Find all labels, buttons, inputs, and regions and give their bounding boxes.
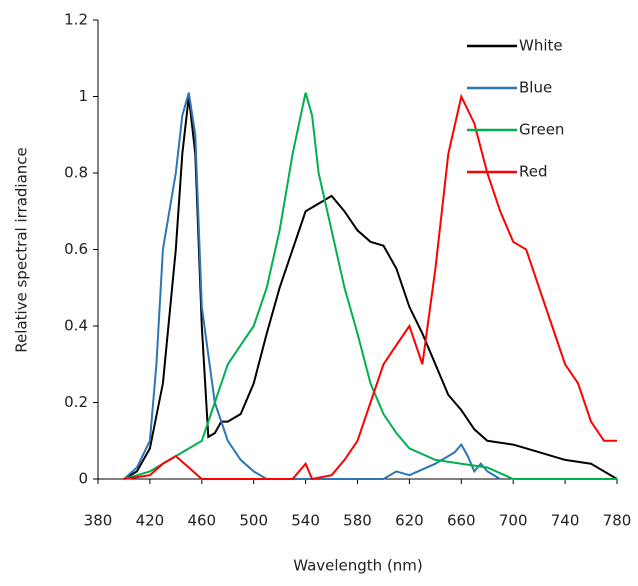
- x-tick-label: 460: [187, 512, 216, 530]
- y-tick-label: 0.4: [64, 317, 88, 335]
- x-tick-label: 700: [499, 512, 528, 530]
- x-tick-label: 580: [343, 512, 372, 530]
- series-line: [124, 93, 500, 479]
- y-tick-label: 0: [78, 470, 88, 488]
- y-tick-label: 0.2: [64, 393, 88, 411]
- chart: Wavelength (nm) Relative spectral irradi…: [0, 0, 638, 582]
- y-axis-label: Relative spectral irradiance: [13, 147, 31, 353]
- x-tick-label: 660: [447, 512, 476, 530]
- legend-label: White: [519, 37, 563, 55]
- x-tick-label: 500: [239, 512, 268, 530]
- y-tick-label: 1.2: [64, 11, 88, 29]
- legend-label: Red: [519, 163, 548, 181]
- x-tick-label: 380: [84, 512, 113, 530]
- y-tick-label: 1: [78, 87, 88, 105]
- x-tick-label: 740: [551, 512, 580, 530]
- x-axis-label: Wavelength (nm): [293, 557, 423, 575]
- legend-label: Blue: [519, 79, 552, 97]
- legend-label: Green: [519, 121, 564, 139]
- x-tick-label: 540: [291, 512, 320, 530]
- x-tick-label: 780: [603, 512, 632, 530]
- series-line: [124, 97, 617, 480]
- x-tick-label: 420: [136, 512, 165, 530]
- series-line: [124, 93, 617, 479]
- x-tick-label: 620: [395, 512, 424, 530]
- series-line: [124, 97, 617, 480]
- y-tick-label: 0.8: [64, 164, 88, 182]
- y-tick-label: 0.6: [64, 240, 88, 258]
